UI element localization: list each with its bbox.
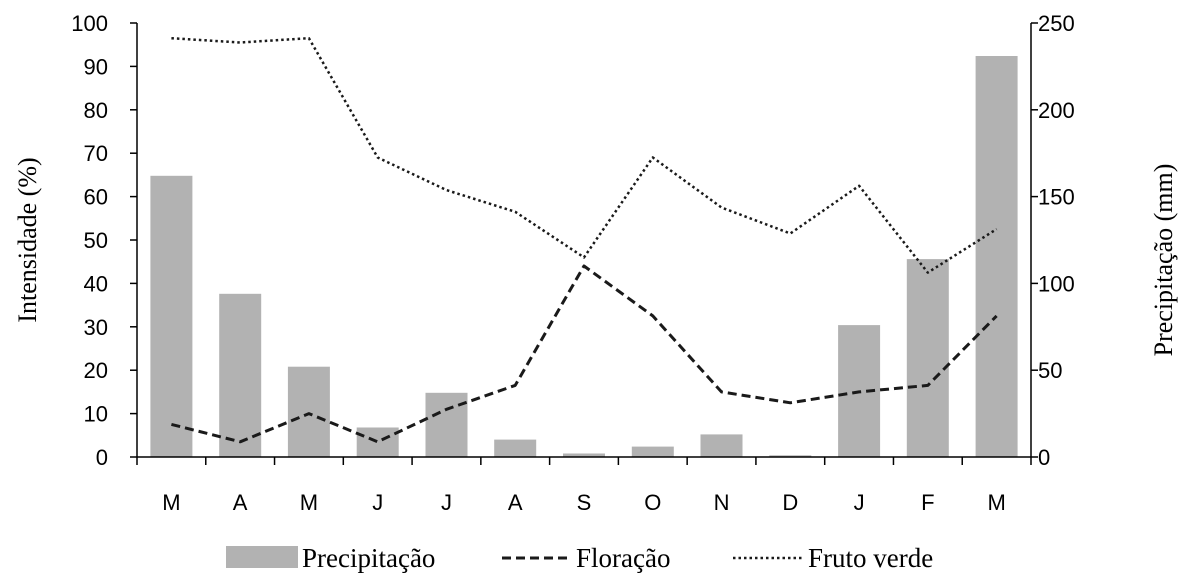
left-tick-label: 80 (84, 98, 108, 123)
left-tick-label: 90 (84, 54, 108, 79)
x-tick-label: M (987, 490, 1005, 515)
x-tick-label: A (233, 490, 248, 515)
legend-precipitacao-swatch (226, 546, 298, 568)
legend-precipitacao-label: Precipitação (302, 543, 435, 573)
legend-floracao-label: Floração (576, 543, 670, 573)
legend: Precipitação Floração Fruto verde (226, 543, 933, 573)
axes: 0 10 20 30 40 50 60 70 80 90 100 0 50 100 150 200 250 M A M… (13, 11, 1178, 515)
bar-precipitacao-6 (563, 453, 605, 457)
line-series (171, 36, 998, 444)
right-tick-label: 150 (1038, 185, 1075, 210)
bar-precipitacao-11 (906, 259, 949, 457)
bar-precipitacao-7 (631, 446, 674, 457)
bar-precipitacao-5 (494, 439, 537, 457)
x-tick-label: S (577, 490, 592, 515)
bar-precipitacao-0 (150, 175, 193, 458)
bar-precipitacao-3 (356, 427, 399, 457)
left-tick-label: 20 (84, 358, 108, 383)
bar-precipitacao-12 (975, 56, 1018, 457)
bar-precipitacao-9 (769, 455, 812, 457)
left-tick-label: 100 (71, 11, 108, 36)
x-tick-label: F (921, 490, 934, 515)
bar-precipitacao-4 (425, 392, 468, 457)
left-tick-label: 30 (84, 315, 108, 340)
right-axis-title: Precipitação (mm) (1149, 164, 1178, 357)
left-tick-label: 10 (84, 402, 108, 427)
right-tick-label: 50 (1038, 358, 1062, 383)
legend-fruto-verde-label: Fruto verde (808, 543, 933, 573)
left-tick-label: 50 (84, 228, 108, 253)
right-tick-label: 100 (1038, 271, 1075, 296)
right-tick-label: 200 (1038, 98, 1075, 123)
x-tick-label: J (441, 490, 452, 515)
bar-precipitacao-2 (287, 366, 330, 457)
left-tick-label: 60 (84, 185, 108, 210)
x-tick-label: M (162, 490, 180, 515)
x-tick-label: N (714, 490, 730, 515)
left-tick-label: 40 (84, 271, 108, 296)
line-fruto-verde (171, 36, 998, 274)
line-floracao (171, 264, 998, 444)
x-tick-label: A (508, 490, 523, 515)
left-axis-title: Intensidade (%) (13, 157, 42, 322)
x-tick-label: M (300, 490, 318, 515)
right-tick-label: 250 (1038, 11, 1075, 36)
x-tick-label: O (644, 490, 661, 515)
left-tick-label: 70 (84, 141, 108, 166)
x-tick-label: J (372, 490, 383, 515)
left-tick-label: 0 (96, 445, 108, 470)
x-tick-label: D (782, 490, 798, 515)
bar-precipitacao-1 (219, 293, 262, 457)
x-tick-label: J (854, 490, 865, 515)
right-tick-label: 0 (1038, 445, 1050, 470)
bar-precipitacao-8 (700, 434, 743, 457)
